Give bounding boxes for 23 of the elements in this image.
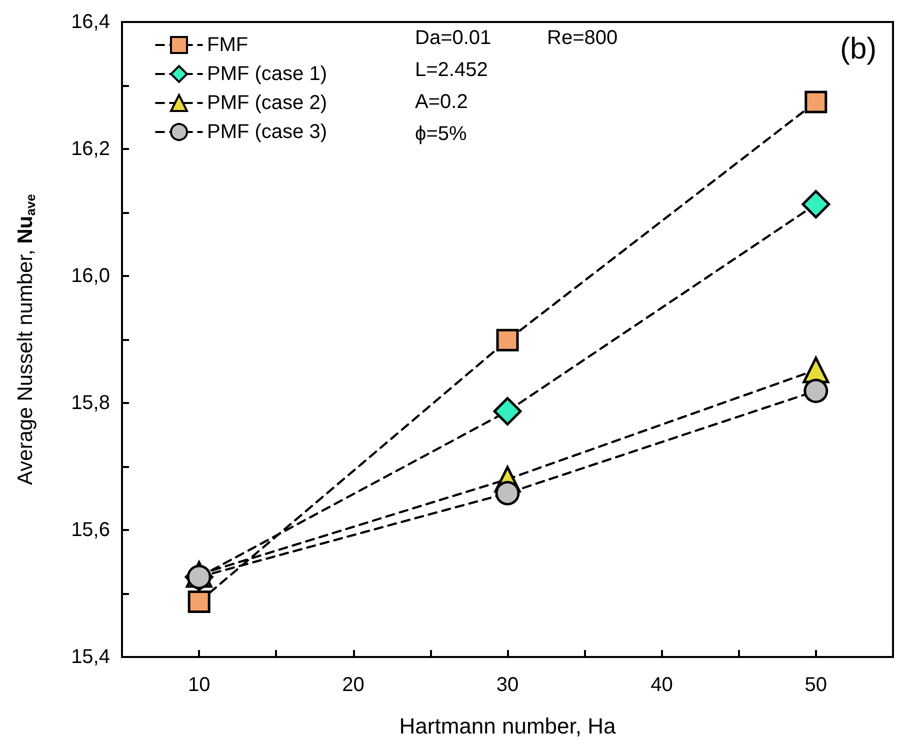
x-tick-label: 50 <box>804 674 828 696</box>
annotation: (b) <box>840 32 877 66</box>
annotation: L=2.452 <box>415 59 488 81</box>
y-tick-label: 15,6 <box>71 519 110 541</box>
legend-label: PMF (case 2) <box>207 92 328 114</box>
x-axis-title: Hartmann number, Ha <box>399 714 616 738</box>
annotation: A=0.2 <box>415 91 468 113</box>
y-tick-label: 16,4 <box>71 11 110 33</box>
legend-label: PMF (case 3) <box>207 121 328 143</box>
annotation: ϕ=5% <box>415 123 468 145</box>
y-tick-label: 15,4 <box>71 646 110 668</box>
legend-label: PMF (case 1) <box>207 63 328 85</box>
x-tick-label: 20 <box>342 674 364 696</box>
annotation: Da=0.01 <box>415 27 492 49</box>
legend-label: FMF <box>207 34 248 56</box>
y-tick-label: 15,8 <box>71 392 110 414</box>
y-tick-label: 16,0 <box>71 265 110 287</box>
y-axis-title: Average Nusselt number, Nuave <box>14 194 38 485</box>
x-tick-label: 10 <box>188 674 210 696</box>
x-tick-label: 40 <box>650 674 673 696</box>
annotation: Re=800 <box>547 27 618 49</box>
x-tick-label: 30 <box>496 674 519 696</box>
y-tick-label: 16,2 <box>71 138 110 160</box>
